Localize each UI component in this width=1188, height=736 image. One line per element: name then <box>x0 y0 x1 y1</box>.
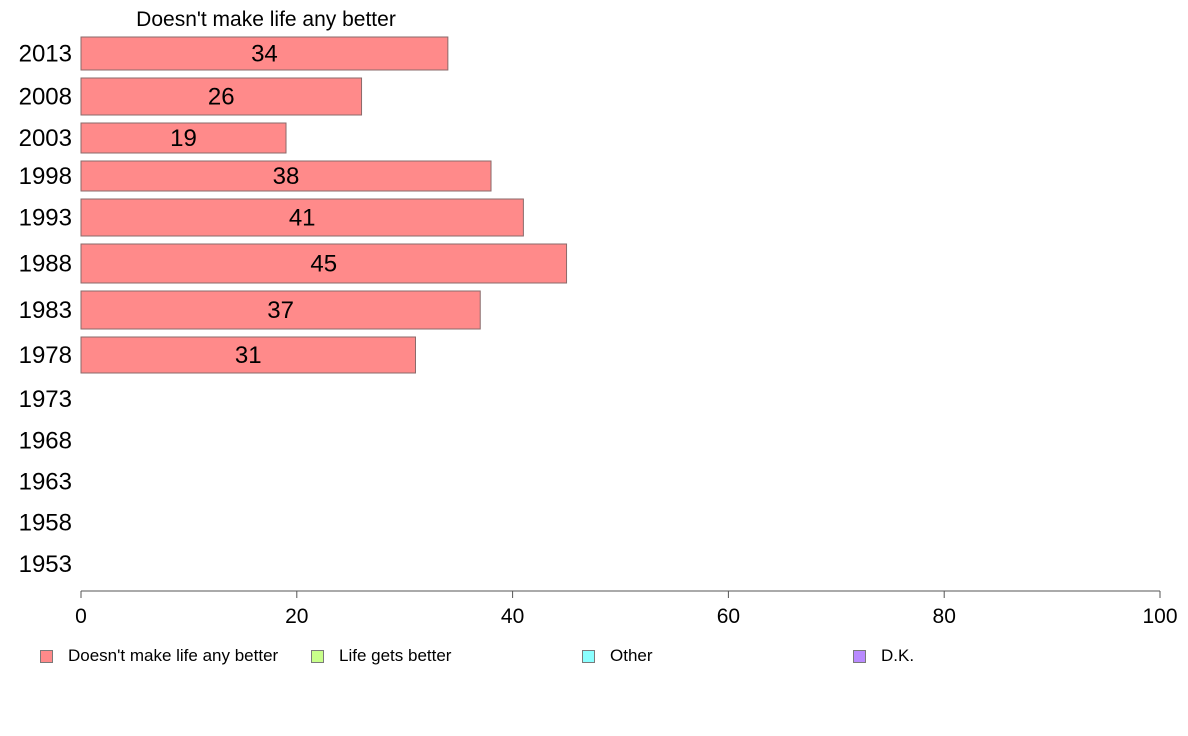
bar <box>80 336 416 374</box>
y-tick-label: 1973 <box>19 386 72 413</box>
y-tick-label: 1958 <box>19 510 72 537</box>
bar <box>80 198 524 237</box>
legend-label: Life gets better <box>339 646 452 665</box>
bar-value-label: 34 <box>251 41 278 68</box>
bar-chart: Doesn't make life any better 34 26 19 38 41 4… <box>19 8 1178 628</box>
bar <box>80 36 449 71</box>
bar-value-label: 31 <box>235 342 262 369</box>
legend-item-life-gets-better: Life gets better <box>311 646 451 666</box>
y-tick-label: 1963 <box>19 469 72 496</box>
legend-swatch <box>311 649 324 663</box>
y-tick-label: 1988 <box>19 251 72 278</box>
y-tick-label: 1983 <box>19 297 72 324</box>
y-tick-label: 2013 <box>19 41 72 68</box>
x-tick-label: 20 <box>285 605 308 628</box>
bar-value-label: 41 <box>289 205 316 232</box>
x-tick-label: 60 <box>717 605 740 628</box>
x-tick-label: 100 <box>1142 605 1177 628</box>
legend-label: D.K. <box>881 646 915 665</box>
bar <box>80 77 363 116</box>
legend-swatch <box>582 649 595 663</box>
y-tick-label: 1953 <box>19 551 72 578</box>
x-tick-label: 0 <box>75 605 87 628</box>
legend-label: Other <box>610 646 653 665</box>
panel-title: Doesn't make life any better <box>136 8 396 31</box>
x-tick-label: 40 <box>501 605 524 628</box>
y-tick-label: 2003 <box>19 125 72 152</box>
y-tick-label: 1968 <box>19 428 72 455</box>
bar-value-label: 26 <box>208 84 235 111</box>
x-axis-ticks: 0 20 40 60 80 100 <box>75 591 1178 628</box>
bar-value-label: 45 <box>310 251 337 278</box>
y-tick-label: 2008 <box>19 84 72 111</box>
x-tick-label: 80 <box>933 605 956 628</box>
y-tick-label: 1978 <box>19 342 72 369</box>
bar <box>80 290 481 330</box>
bar-value-label: 19 <box>170 125 197 152</box>
legend: Doesn't make life any better Life gets b… <box>0 646 1188 666</box>
bar <box>80 160 492 192</box>
legend-swatch <box>853 649 866 663</box>
bar-value-label: 37 <box>267 297 294 324</box>
bar <box>80 243 568 284</box>
legend-item-other: Other <box>582 646 653 666</box>
legend-item-dk: D.K. <box>853 646 914 666</box>
bar-value-label: 38 <box>273 163 300 190</box>
legend-label: Doesn't make life any better <box>68 646 279 665</box>
y-tick-label: 1998 <box>19 163 72 190</box>
y-tick-label: 1993 <box>19 205 72 232</box>
legend-swatch <box>40 649 53 663</box>
legend-item-doesnt-make-life-better: Doesn't make life any better <box>40 646 278 666</box>
y-tick-labels: 2013 2008 2003 1998 1993 1988 1983 1978 1973 1968… <box>19 41 72 579</box>
bar <box>80 122 287 154</box>
